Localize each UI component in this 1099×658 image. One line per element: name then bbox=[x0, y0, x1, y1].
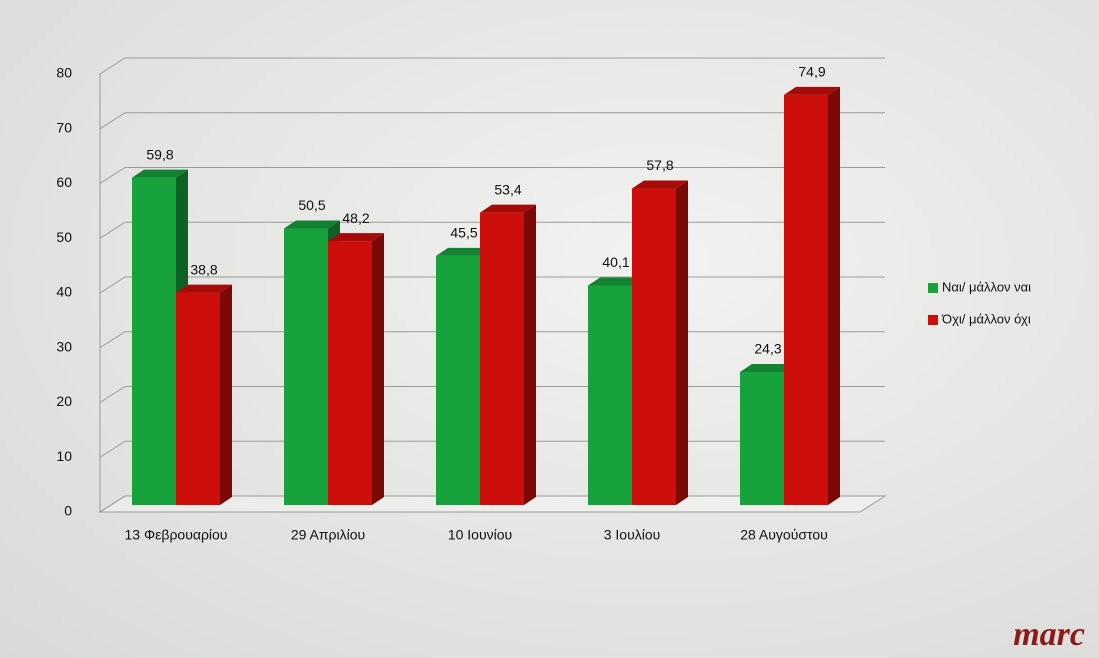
value-label: 38,8 bbox=[190, 261, 217, 277]
grid-line bbox=[99, 112, 885, 130]
y-tick-label: 40 bbox=[56, 284, 72, 300]
value-label: 59,8 bbox=[146, 146, 173, 162]
bar bbox=[132, 177, 176, 505]
y-tick-label: 20 bbox=[56, 393, 72, 409]
bar bbox=[480, 212, 524, 505]
bar-top bbox=[480, 204, 536, 213]
grid-line bbox=[99, 167, 885, 184]
bar-top bbox=[132, 169, 188, 178]
value-label: 74,9 bbox=[798, 64, 825, 80]
grid-line bbox=[99, 221, 885, 239]
legend-label: Ναι/ μάλλον ναι bbox=[942, 279, 1031, 294]
bar-side bbox=[828, 86, 840, 506]
y-tick-label: 70 bbox=[56, 119, 72, 135]
value-label: 24,3 bbox=[754, 341, 781, 357]
x-tick-label: 13 Φεβρουαρίου bbox=[125, 527, 228, 543]
y-tick-label: 50 bbox=[56, 229, 72, 245]
y-tick-label: 80 bbox=[56, 65, 72, 81]
bar bbox=[436, 255, 480, 505]
legend-swatch bbox=[928, 283, 938, 293]
y-tick-label: 60 bbox=[56, 174, 72, 190]
bar bbox=[328, 241, 372, 506]
bar-top bbox=[436, 247, 492, 256]
value-label: 57,8 bbox=[646, 157, 673, 173]
bar bbox=[284, 228, 328, 505]
bar bbox=[740, 371, 784, 505]
bar-top bbox=[176, 284, 232, 293]
bar bbox=[176, 292, 220, 505]
value-label: 45,5 bbox=[450, 225, 477, 241]
value-label: 50,5 bbox=[298, 197, 325, 213]
logo: marc bbox=[1013, 616, 1085, 653]
x-tick-label: 28 Αυγούστου bbox=[740, 527, 828, 543]
x-tick-label: 3 Ιουλίου bbox=[604, 527, 661, 543]
y-tick-label: 0 bbox=[64, 503, 72, 519]
bar bbox=[632, 188, 676, 506]
bar bbox=[588, 285, 632, 505]
y-tick-label: 30 bbox=[56, 338, 72, 354]
bar-top bbox=[740, 363, 796, 372]
x-tick-label: 10 Ιουνίου bbox=[448, 527, 512, 543]
value-label: 53,4 bbox=[494, 181, 521, 197]
bar-side bbox=[220, 284, 232, 505]
bar-side bbox=[372, 233, 384, 506]
grid-line bbox=[99, 276, 885, 294]
bar-top bbox=[588, 277, 644, 286]
value-label: 40,1 bbox=[602, 254, 629, 270]
legend-swatch bbox=[928, 315, 938, 325]
bar bbox=[784, 94, 828, 506]
bar-side bbox=[524, 204, 536, 505]
bar-top bbox=[328, 233, 384, 242]
bar-side bbox=[676, 180, 688, 506]
value-label: 48,2 bbox=[342, 210, 369, 226]
bar-top bbox=[632, 180, 688, 189]
legend-label: Όχι/ μάλλον όχι bbox=[941, 311, 1031, 326]
bar-top bbox=[784, 86, 840, 95]
bar-top bbox=[284, 220, 340, 229]
grid-line bbox=[99, 57, 885, 75]
y-tick-label: 10 bbox=[56, 448, 72, 464]
x-tick-label: 29 Απριλίου bbox=[291, 527, 365, 543]
